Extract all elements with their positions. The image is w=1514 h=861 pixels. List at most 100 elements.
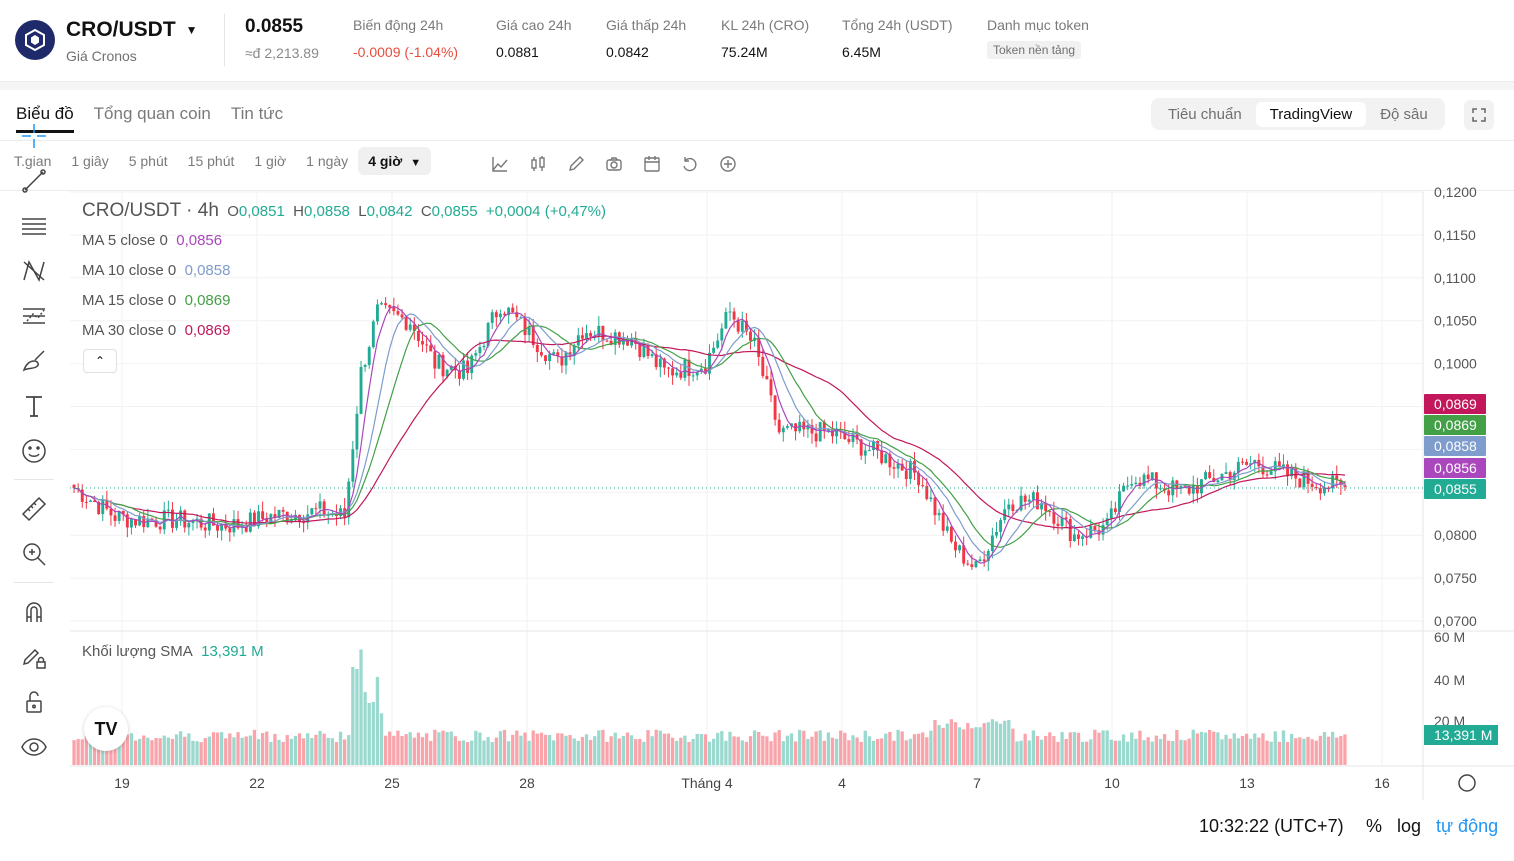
- volume-bar: [826, 732, 831, 765]
- auto-scale-toggle[interactable]: tự động: [1436, 816, 1499, 836]
- time-tick: 7: [973, 775, 981, 791]
- ruler-icon: [21, 496, 47, 521]
- candle-body: [888, 454, 892, 468]
- volume-bar: [88, 735, 93, 765]
- prediction-tool[interactable]: [14, 293, 54, 338]
- candle-body: [605, 340, 609, 342]
- candle-body: [896, 463, 900, 469]
- visibility-tool[interactable]: [14, 724, 54, 769]
- volume-bar: [1134, 738, 1138, 765]
- candle-body: [1245, 461, 1249, 465]
- volume-bar: [482, 740, 486, 765]
- fib-tool[interactable]: [14, 203, 54, 248]
- candle-body: [609, 340, 613, 345]
- indicator-icon[interactable]: [490, 154, 510, 174]
- tab-overview[interactable]: Tổng quan coin: [93, 104, 211, 123]
- candle-body: [535, 344, 539, 353]
- candle-body: [654, 354, 658, 368]
- candle-type-icon[interactable]: [528, 154, 548, 174]
- timeframe-15m[interactable]: 15 phút: [187, 153, 235, 169]
- calendar-icon[interactable]: [642, 154, 662, 174]
- timeframe-time[interactable]: T.gian: [14, 153, 52, 169]
- candle-body: [1216, 480, 1220, 483]
- view-depth[interactable]: Độ sâu: [1380, 105, 1428, 123]
- volume-bar: [994, 721, 999, 765]
- brush-tool[interactable]: [14, 338, 54, 383]
- fullscreen-button[interactable]: [1464, 100, 1494, 130]
- zoom-tool[interactable]: [14, 531, 54, 576]
- pattern-icon: [23, 259, 45, 282]
- volume-bar: [146, 737, 150, 765]
- volume-bar: [806, 738, 810, 765]
- candle-body: [503, 313, 506, 316]
- volume-legend[interactable]: Khối lượng SMA 13,391 M: [82, 643, 264, 660]
- volume-bar: [970, 728, 974, 765]
- timeframe-1h[interactable]: 1 giờ: [254, 153, 287, 169]
- candle-body: [548, 354, 552, 362]
- timeframe-1s[interactable]: 1 giây: [71, 153, 109, 169]
- tradingview-logo[interactable]: TV: [84, 707, 128, 751]
- ma-line: [73, 335, 1346, 529]
- price-tag-bg: [1424, 436, 1486, 456]
- ma5-legend[interactable]: MA 5 close 0 0,0856: [82, 232, 222, 249]
- price-tick: 0,1050: [1434, 313, 1477, 329]
- category-badge[interactable]: Token nền tảng: [987, 41, 1082, 59]
- candle-body: [724, 311, 728, 329]
- tab-news[interactable]: Tin tức: [230, 104, 284, 123]
- ma30-legend[interactable]: MA 30 close 0 0,0869: [82, 322, 230, 339]
- ma10-legend[interactable]: MA 10 close 0 0,0858: [82, 262, 230, 279]
- volume-bar: [297, 733, 302, 765]
- timeframe-5m[interactable]: 5 phút: [128, 153, 168, 169]
- candle-body: [736, 319, 740, 332]
- log-toggle[interactable]: log: [1397, 816, 1422, 836]
- magnet-tool[interactable]: [14, 589, 54, 634]
- open-value: 0,0851: [238, 203, 285, 220]
- trendline-tool[interactable]: [14, 158, 54, 203]
- candle-body: [388, 305, 392, 308]
- ruler-tool[interactable]: [14, 486, 54, 531]
- ma15-legend[interactable]: MA 15 close 0 0,0869: [82, 292, 230, 309]
- candle-body: [671, 368, 675, 376]
- emoji-tool[interactable]: [14, 428, 54, 473]
- add-icon[interactable]: [718, 154, 738, 174]
- candle-body: [937, 512, 941, 516]
- lock-tool[interactable]: [14, 679, 54, 724]
- volume-bar: [424, 733, 429, 765]
- candle-body: [170, 509, 174, 528]
- pattern-tool[interactable]: [14, 248, 54, 293]
- pencil-icon[interactable]: [566, 154, 586, 174]
- text-tool[interactable]: [14, 383, 54, 428]
- timeframe-1d[interactable]: 1 ngày: [306, 153, 349, 169]
- percent-toggle[interactable]: %: [1366, 816, 1383, 836]
- crosshair-tool[interactable]: [14, 113, 54, 158]
- candle-body: [175, 520, 178, 528]
- ma-value: 0,0856: [176, 232, 223, 249]
- low-value: 0,0842: [366, 203, 413, 220]
- volume-bar: [1240, 735, 1245, 765]
- volume-bar: [449, 731, 453, 765]
- horizontal-lines-icon: [22, 217, 46, 235]
- candle-body: [757, 337, 761, 357]
- candle-body: [1335, 475, 1339, 480]
- collapse-legend-button[interactable]: ⌃: [83, 349, 117, 373]
- camera-icon[interactable]: [604, 154, 624, 174]
- volume-bar: [834, 738, 839, 765]
- replay-icon[interactable]: [680, 154, 700, 174]
- tab-chart[interactable]: Biểu đồ: [16, 104, 74, 133]
- candle-body: [1109, 508, 1113, 519]
- volume-bar: [453, 736, 457, 765]
- lock-drawing-tool[interactable]: [14, 634, 54, 679]
- volume-bar: [1085, 741, 1089, 765]
- pair-selector[interactable]: CRO/USDT ▼: [66, 18, 198, 42]
- volume-bar: [1212, 731, 1216, 765]
- view-tradingview[interactable]: TradingView: [1255, 101, 1367, 127]
- candle-body: [995, 531, 998, 536]
- view-standard[interactable]: Tiêu chuẩn: [1168, 105, 1242, 123]
- timeframe-4h[interactable]: 4 giờ ▼: [358, 147, 432, 175]
- price-tick: 0,0750: [1434, 570, 1477, 586]
- settings-icon[interactable]: [1458, 774, 1476, 792]
- candle-body: [658, 358, 662, 368]
- candle-body: [117, 510, 121, 521]
- volume-bar: [383, 735, 388, 765]
